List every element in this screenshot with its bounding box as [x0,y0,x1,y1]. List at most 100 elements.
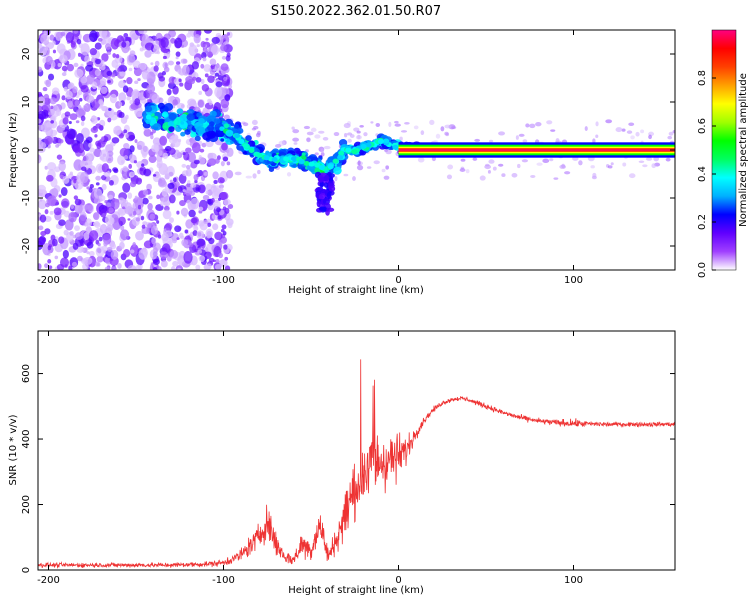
spectrogram-cell [210,44,220,56]
spectrogram-cell [465,169,470,174]
spectrogram-cell [373,160,380,165]
spectrogram-cell [326,191,331,200]
spectrogram-cell [301,152,306,156]
spectrogram-cell [161,243,171,254]
spectrogram-cell [228,84,233,89]
spectrogram-peak [345,147,352,153]
spectrogram-cell [179,114,189,123]
spectrogram-cell [202,57,207,62]
spectrogram-cell [45,202,50,208]
spectrogram-cell [128,154,135,161]
spectrogram-cell [156,194,160,200]
spectrogram-cell [122,206,126,209]
spectrogram-cell [165,222,173,231]
spectrogram-cell [194,224,198,229]
spectrogram-cell [212,223,219,231]
spectrogram-cell [225,129,234,137]
spectrogram-peak [332,158,339,164]
spectrogram-cell [59,54,68,64]
spectrogram-cell [172,99,178,106]
spectrogram-cell [134,80,139,85]
spectrogram-cell [80,115,86,122]
spectrogram-cell [55,144,60,148]
spectrogram-cell [220,44,227,52]
spectrogram-cell [172,260,179,267]
spectrogram-cell [53,207,62,216]
spectrogram-cell [95,58,101,65]
spectrogram-cell [521,159,529,163]
spectrogram-cell [138,30,148,35]
spectrogram-cell [133,160,138,164]
spectrogram-cell [109,93,117,104]
spectrogram-cell [226,32,230,36]
spectrogram-cell [122,166,129,172]
spectrogram-cell [640,129,645,134]
spectrogram-cell [183,152,190,161]
spectrogram-cell [203,64,212,73]
spectrogram-cell [142,145,148,153]
x-tick-label: -100 [212,275,235,286]
spectrogram-cell [117,154,126,166]
spectrogram-cell [210,64,216,70]
colorbar-axis: 0.0 0.2 0.4 0.6 0.8 [697,70,716,278]
spectrogram-cell [334,176,338,182]
spectrogram-cell [191,61,200,70]
spectrogram-cell [44,209,49,215]
spectrogram-cell [185,168,192,177]
spectrogram-cell [517,163,521,169]
spectrogram-peak [283,156,290,162]
snr-frame [37,330,676,571]
spectrogram-cell [139,47,144,52]
spectrogram-cell [139,167,144,172]
spectrogram-cell [118,216,126,226]
spectrogram-cell [49,210,54,215]
spectrogram-cell [169,179,173,184]
colorbar-tick-label: 0.8 [697,70,708,86]
spectrogram-cell [157,266,162,270]
spectrogram-cell [49,97,57,105]
spectrogram-cell [186,32,192,38]
spectrogram-cell [188,209,196,218]
spectrogram-cell [252,173,257,179]
spectrogram-cell [150,62,154,66]
spectrogram-cell [622,162,627,167]
spectrogram-cell [178,232,184,239]
spectrogram-peak [298,159,305,165]
spectrogram-cell [113,111,118,115]
spectrogram-cell [129,145,135,153]
spectrogram-cell [459,168,466,172]
spectrogram-cell [322,136,329,141]
spectrogram-cell [174,37,183,49]
spectrogram-cell [129,249,135,254]
spectrogram-cell [62,117,69,125]
spectrogram-cell [108,207,114,214]
spectrogram-cell [665,157,671,162]
spectrogram-cell [207,158,217,166]
spectrogram-cell [176,108,184,115]
spectrogram-cell [672,129,675,134]
spectrogram-cell [152,44,160,54]
spectrogram-cell [83,232,90,240]
spectrogram-cell [123,142,130,149]
spectrogram-cell [296,150,301,155]
spectrogram-cell [46,174,54,182]
spectrogram-cell [174,225,182,233]
spectrogram-cell [134,139,138,144]
spectrogram-cell [525,123,530,128]
spectrogram-cell [207,75,215,83]
spectrogram-cell [135,217,141,222]
spectrogram-cell [172,180,180,188]
spectrogram-cell [221,142,228,151]
spectrogram-cell [101,105,108,112]
spectrogram-cell [121,41,127,48]
spectrogram-cell [88,30,98,42]
spectrogram-cell [318,194,324,200]
spectrogram-cell [93,197,101,205]
spectrogram-cell [194,135,201,142]
spectrogram-cell [320,152,325,157]
spectrogram-cell [73,195,79,200]
spectrogram-cell [492,166,497,171]
spectrogram-cell [220,161,225,167]
spectrogram-cell [123,32,129,38]
spectrogram-cell [213,180,218,184]
